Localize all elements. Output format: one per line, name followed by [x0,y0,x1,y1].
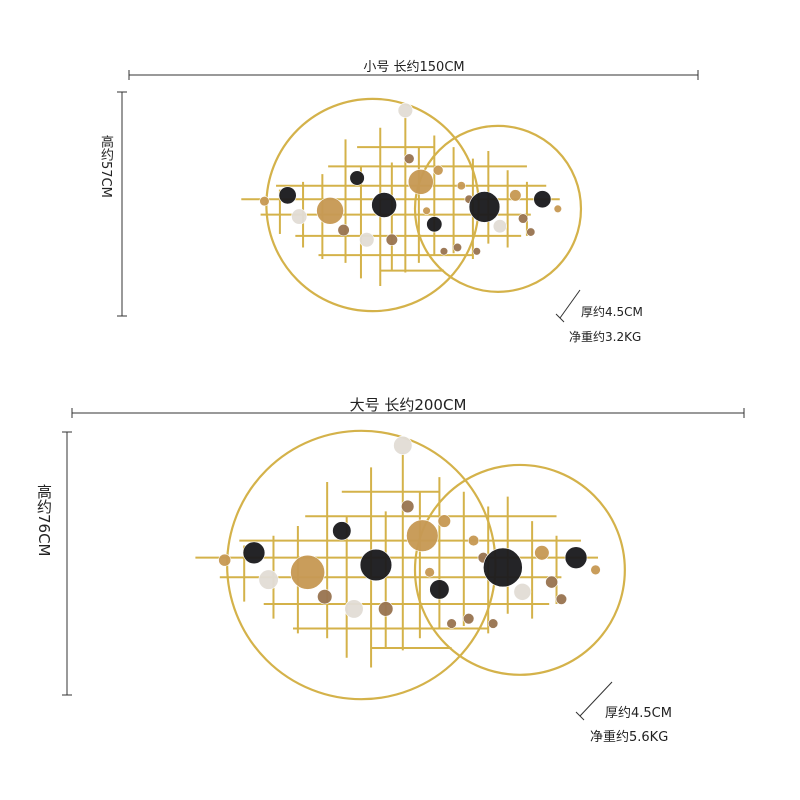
bronze-disc [401,499,415,514]
bronze-disc [385,233,398,246]
silver-disc [513,583,532,601]
gold-disc [218,553,232,567]
gold-disc [456,181,466,191]
gold-disc [590,564,601,576]
gold-disc [422,206,431,215]
bronze-disc [545,575,559,589]
silver-disc [291,208,308,225]
small-thickness-label: 厚约4.5CM [581,305,643,319]
bronze-disc [446,618,457,629]
silver-disc [258,569,279,590]
bronze-disc [452,242,463,253]
silver-disc [393,435,413,456]
black-disc [429,579,450,600]
black-disc [359,548,393,582]
large-thickness-marker [575,681,613,721]
bronze-disc [526,227,536,237]
bronze-disc [337,224,350,237]
bronze-disc [555,593,568,605]
gold-disc [432,164,444,176]
gold-disc [424,567,435,578]
large-width-label: 大号 长约200CM [349,396,467,414]
small-ring [413,463,626,676]
black-disc [242,541,266,565]
gold-disc [290,554,326,590]
black-disc [468,191,501,223]
black-disc [564,546,588,569]
gold-disc [316,196,344,225]
bronze-disc [487,618,499,629]
black-disc [278,186,297,205]
bronze-disc [317,589,333,605]
black-disc [371,192,397,218]
large-wall-art [195,429,626,701]
large-weight-label: 净重约5.6KG [590,730,669,745]
small-height-dimension-line [117,91,127,317]
gold-disc [534,545,550,561]
gold-disc [406,519,439,552]
bronze-disc [378,601,394,617]
large-height-label: 高约76CM [35,484,53,557]
silver-disc [344,599,364,619]
gold-disc [553,204,562,214]
small-width-dimension-line [128,70,699,80]
black-disc [533,190,552,209]
black-disc [349,170,365,186]
black-disc [332,521,352,541]
gold-disc [407,168,434,195]
gold-disc [467,534,480,547]
gold-disc [509,189,522,202]
silver-disc [359,232,375,248]
silver-disc [492,219,507,234]
black-disc [426,216,443,233]
small-width-label: 小号 长约150CM [363,60,465,75]
bronze-disc [517,213,529,224]
small-wall-art [241,97,583,313]
large-thickness-label: 厚约4.5CM [605,706,672,721]
small-thickness-marker [555,289,581,323]
gold-disc [259,196,270,207]
silver-disc [397,102,413,119]
bronze-disc [463,613,475,625]
small-weight-label: 净重约3.2KG [569,330,642,344]
bronze-disc [472,247,481,256]
large-height-dimension-line [62,431,72,696]
bronze-disc [403,153,415,164]
large-width-dimension-line [71,408,745,418]
black-disc [483,547,523,588]
small-ring [413,124,583,293]
gold-disc [437,514,451,528]
small-height-label: 高约57CM [98,135,113,198]
bronze-disc [439,247,449,256]
